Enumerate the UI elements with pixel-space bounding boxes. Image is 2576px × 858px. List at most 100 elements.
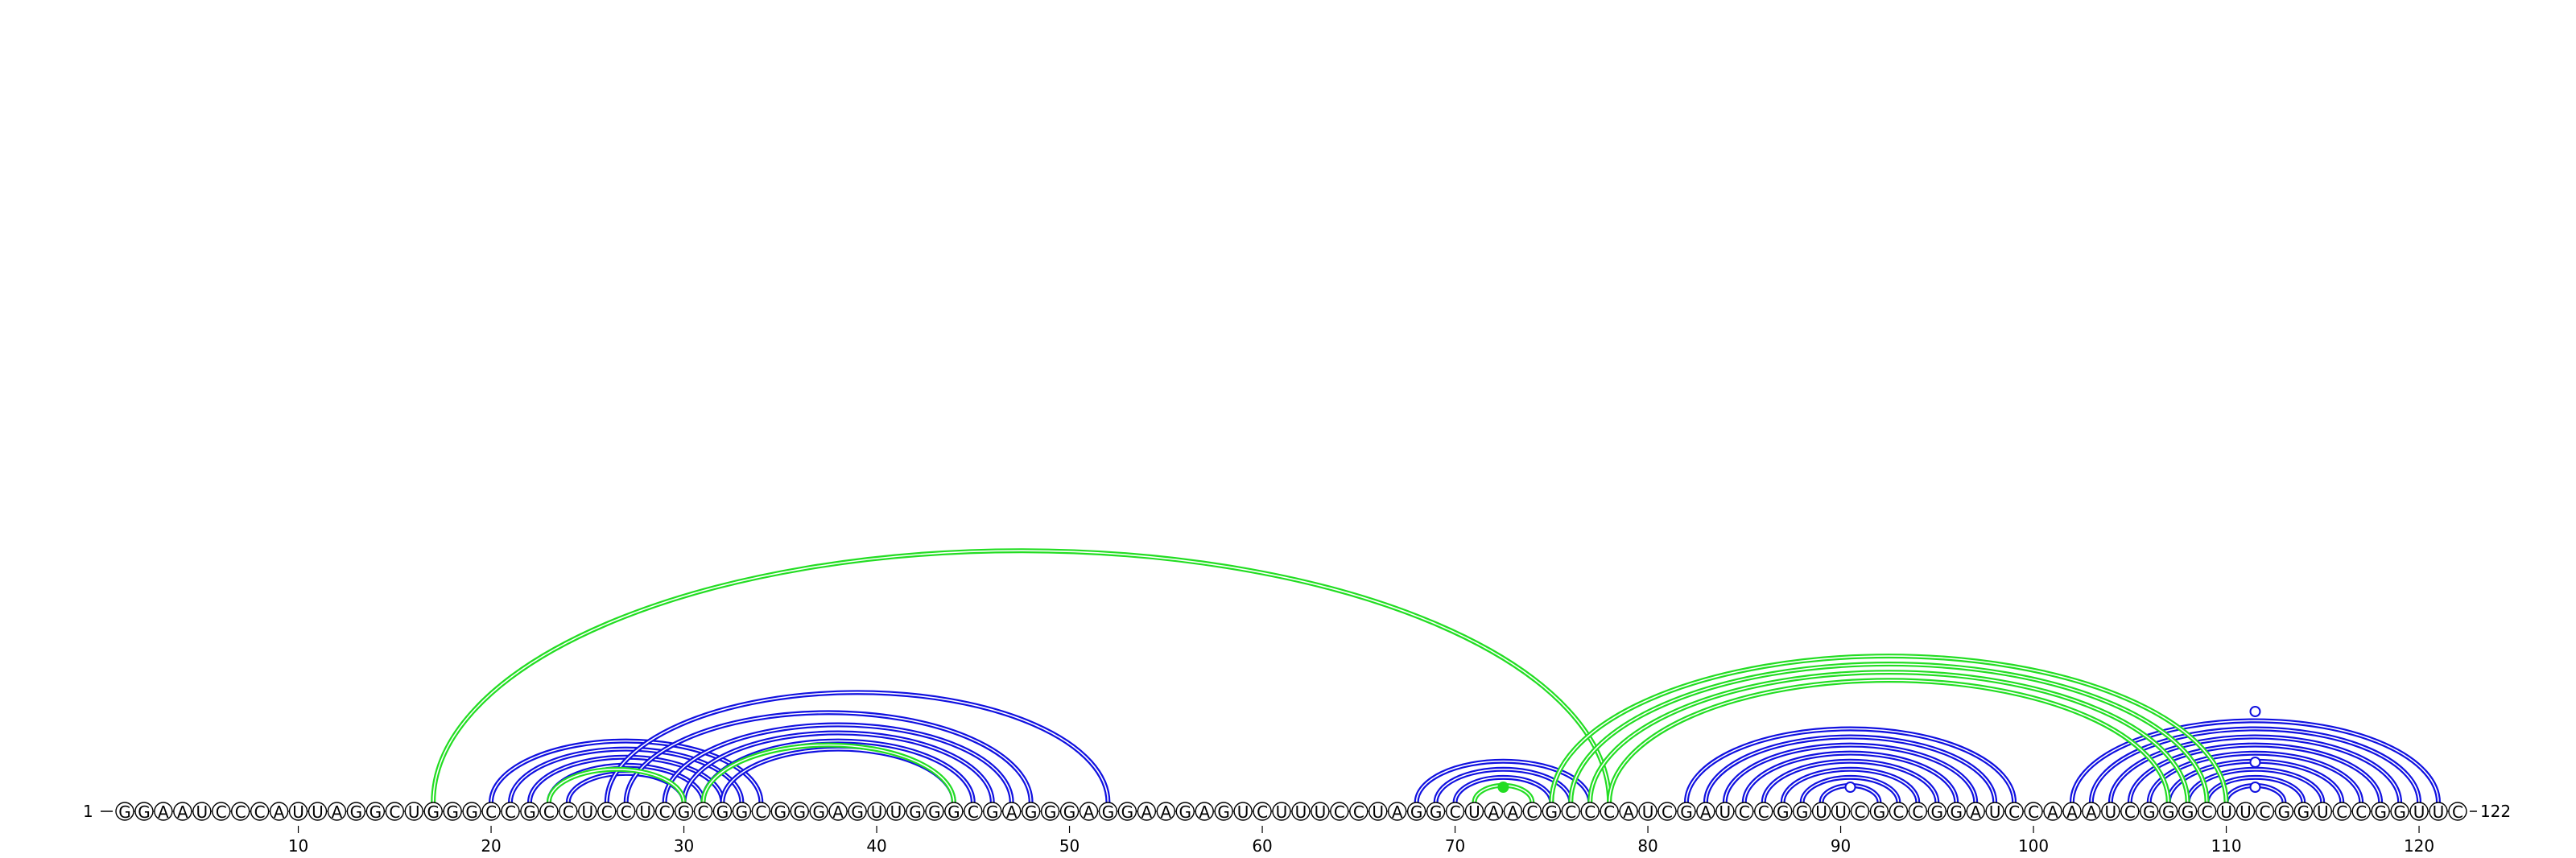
nucleotide-letter-97: A bbox=[1970, 802, 1981, 822]
nucleotide-letter-66: U bbox=[1372, 802, 1384, 822]
nucleotide-1: G bbox=[115, 802, 134, 822]
nucleotide-76: C bbox=[1561, 802, 1580, 822]
nucleotide-letter-26: C bbox=[601, 802, 613, 822]
nucleotide-circle-81 bbox=[1657, 802, 1677, 821]
nucleotide-122: C bbox=[2448, 802, 2467, 822]
nucleotide-40: U bbox=[867, 802, 886, 822]
nucleotide-letter-100: C bbox=[2028, 802, 2039, 822]
nucleotide-68: G bbox=[1406, 802, 1426, 822]
nucleotide-letter-94: C bbox=[1912, 802, 1923, 822]
nucleotide-79: A bbox=[1619, 802, 1638, 822]
nucleotide-circle-56 bbox=[1175, 802, 1195, 821]
nucleotide-51: A bbox=[1079, 802, 1099, 822]
nucleotide-letter-27: C bbox=[621, 802, 632, 822]
nucleotide-letter-90: U bbox=[1835, 802, 1847, 822]
tick-label-50: 50 bbox=[1059, 836, 1080, 856]
nucleotide-letter-19: G bbox=[465, 802, 478, 822]
nucleotide-letter-29: C bbox=[659, 802, 671, 822]
nucleotide-letter-107: G bbox=[2162, 802, 2175, 822]
nucleotide-circle-95 bbox=[1927, 802, 1947, 821]
nucleotide-88: G bbox=[1792, 802, 1812, 822]
loop-marker-hairpin-72 bbox=[1497, 782, 1509, 793]
nucleotide-letter-119: G bbox=[2393, 802, 2406, 822]
nucleotide-circle-15 bbox=[385, 802, 404, 821]
nucleotide-87: G bbox=[1773, 802, 1793, 822]
nucleotide-47: A bbox=[1001, 802, 1022, 822]
nucleotide-92: G bbox=[1869, 802, 1889, 822]
nucleotide-106: G bbox=[2140, 802, 2159, 822]
nucleotide-circle-47 bbox=[1001, 802, 1022, 821]
nucleotide-81: C bbox=[1657, 802, 1677, 822]
nucleotide-circle-110 bbox=[2216, 802, 2236, 821]
nucleotide-94: C bbox=[1908, 802, 1928, 822]
nucleotide-circle-97 bbox=[1966, 802, 1985, 821]
blue-pair-arc-core-85-96 bbox=[1744, 752, 1958, 803]
nucleotide-letter-67: A bbox=[1392, 802, 1403, 822]
tick-label-110: 110 bbox=[2211, 836, 2241, 856]
nucleotide-circle-37 bbox=[809, 802, 828, 821]
nucleotide-letter-46: G bbox=[986, 802, 999, 822]
nucleotide-letter-51: A bbox=[1084, 802, 1095, 822]
blue-pair-arc-core-68-77 bbox=[1415, 760, 1591, 803]
nucleotide-circle-14 bbox=[365, 802, 386, 821]
nucleotide-circle-33 bbox=[732, 802, 752, 821]
green-pair-arc-core-17-78 bbox=[432, 550, 1610, 803]
nucleotide-circle-8 bbox=[250, 802, 270, 821]
nucleotide-67: A bbox=[1387, 802, 1407, 822]
base-pair-arcs bbox=[431, 548, 2441, 803]
nucleotide-letter-110: U bbox=[2220, 802, 2232, 822]
nucleotide-80: U bbox=[1638, 802, 1657, 822]
nucleotide-letter-56: G bbox=[1179, 802, 1192, 822]
nucleotide-circle-20 bbox=[481, 802, 501, 821]
nucleotide-62: U bbox=[1291, 802, 1311, 822]
nucleotide-60: C bbox=[1253, 802, 1272, 822]
nucleotide-letter-32: G bbox=[716, 802, 729, 822]
nucleotide-66: U bbox=[1368, 802, 1388, 822]
nucleotide-96: G bbox=[1946, 802, 1966, 822]
nucleotide-letter-117: C bbox=[2355, 802, 2367, 822]
nucleotide-105: C bbox=[2120, 802, 2140, 822]
nucleotide-70: C bbox=[1445, 802, 1465, 822]
nucleotide-letter-60: C bbox=[1257, 802, 1268, 822]
nucleotide-letter-104: U bbox=[2105, 802, 2117, 822]
nucleotide-27: C bbox=[617, 802, 636, 822]
blue-pair-arc-core-70-75 bbox=[1454, 777, 1553, 803]
green-pair-arc-core-78-107 bbox=[1608, 679, 2169, 803]
nucleotide-20: C bbox=[481, 802, 501, 822]
nucleotide-circle-73 bbox=[1503, 802, 1523, 821]
nucleotide-circle-69 bbox=[1426, 802, 1446, 821]
nucleotide-letter-1: G bbox=[118, 802, 131, 822]
nucleotide-circle-48 bbox=[1021, 802, 1041, 821]
nucleotide-letter-45: C bbox=[968, 802, 979, 822]
nucleotide-15: C bbox=[385, 802, 404, 822]
nucleotide-circle-112 bbox=[2255, 802, 2275, 821]
nucleotide-16: U bbox=[404, 802, 423, 822]
nucleotide-12: A bbox=[327, 802, 347, 822]
blue-pair-arc-core-108-115 bbox=[2186, 769, 2324, 803]
nucleotide-letter-35: G bbox=[774, 802, 787, 822]
nucleotide-13: G bbox=[346, 802, 366, 822]
nucleotide-circle-91 bbox=[1850, 802, 1870, 821]
nucleotide-letter-30: G bbox=[678, 802, 691, 822]
nucleotide-circle-1 bbox=[115, 802, 134, 821]
nucleotide-113: G bbox=[2274, 802, 2294, 822]
nucleotide-69: G bbox=[1426, 802, 1446, 822]
nucleotide-letter-2: G bbox=[138, 802, 151, 822]
nucleotide-circle-44 bbox=[944, 802, 964, 821]
nucleotide-26: C bbox=[597, 802, 617, 822]
nucleotide-28: U bbox=[635, 802, 655, 822]
nucleotide-circle-26 bbox=[597, 802, 617, 821]
nucleotide-circle-84 bbox=[1715, 802, 1735, 821]
nucleotide-35: G bbox=[770, 802, 790, 822]
nucleotide-letter-5: U bbox=[196, 802, 208, 822]
nucleotide-circle-21 bbox=[501, 802, 520, 821]
tick-label-120: 120 bbox=[2404, 836, 2434, 856]
tick-label-70: 70 bbox=[1445, 836, 1465, 856]
nucleotide-50: G bbox=[1059, 802, 1080, 822]
nucleotide-circle-11 bbox=[308, 802, 328, 821]
nucleotide-107: G bbox=[2158, 802, 2178, 822]
nucleotide-circle-83 bbox=[1696, 802, 1715, 821]
nucleotide-letter-40: U bbox=[871, 802, 883, 822]
blue-pair-arc-core-20-34 bbox=[490, 740, 762, 803]
nucleotide-circle-119 bbox=[2390, 802, 2409, 821]
